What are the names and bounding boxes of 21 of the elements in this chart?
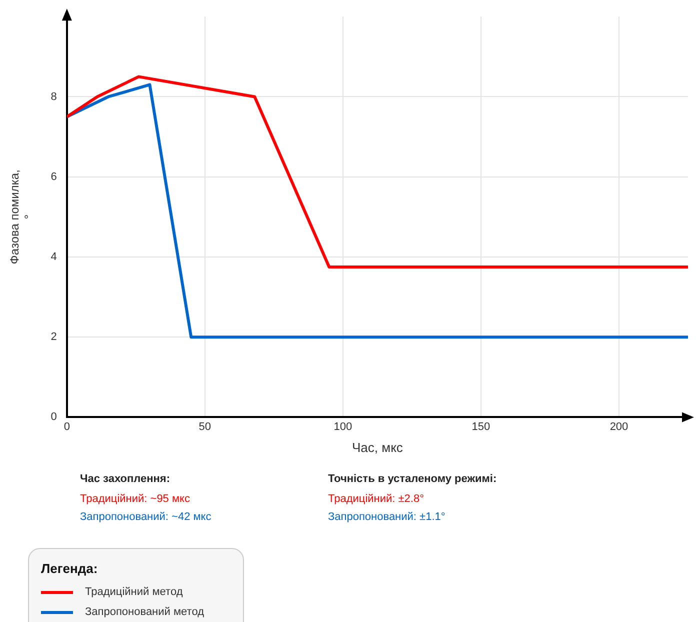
y-tick-label: 4 <box>50 250 57 263</box>
x-axis-title: Час, мкс <box>352 440 404 455</box>
text: Традиційний: ~95 мкс <box>80 492 191 507</box>
legend-label: Запропонований метод <box>85 606 204 618</box>
x-tick-label: 100 <box>334 420 352 433</box>
text: Запропонований: ±1.1° <box>328 510 446 525</box>
y-tick-label: 2 <box>50 331 57 344</box>
x-tick-label: 50 <box>198 420 212 433</box>
x-tick-label: 150 <box>472 420 490 433</box>
y-tick-label: 6 <box>50 170 57 183</box>
text: Точність в усталеному режимі: <box>328 472 497 487</box>
x-tick-label: 0 <box>64 420 70 433</box>
legend-label: Традиційний метод <box>85 586 183 598</box>
legend-title: Легенда: <box>41 561 99 576</box>
text: Запропонований: ~42 мкс <box>80 510 212 525</box>
text: Час захоплення: <box>80 472 171 487</box>
text: Традиційний: ±2.8° <box>328 492 425 507</box>
y-tick-label: 0 <box>50 411 57 424</box>
y-axis-title: Фазова помилка, ° <box>8 170 36 264</box>
x-tick-label: 200 <box>610 420 628 433</box>
y-tick-label: 8 <box>50 90 57 103</box>
